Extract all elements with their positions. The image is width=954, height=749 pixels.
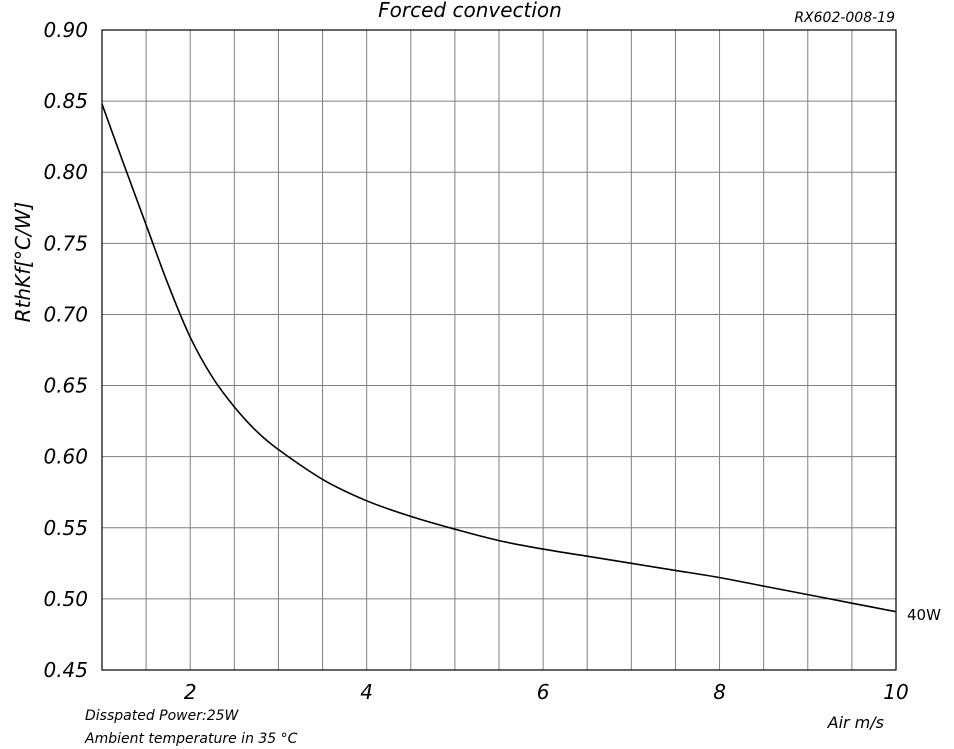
y-tick-label: 0.60 xyxy=(43,445,88,469)
note-dissipated-power: Disspated Power:25W xyxy=(85,708,240,724)
grid-lines xyxy=(102,29,897,671)
y-axis-label: RthKf[°C/W] xyxy=(11,202,35,323)
chart-title: Forced convection xyxy=(378,0,562,22)
y-tick-label: 0.80 xyxy=(43,160,88,184)
x-tick-label: 8 xyxy=(713,680,726,704)
y-tick-labels: 0.45 0.50 0.55 0.60 0.65 0.70 0.75 0.80 0.85 0.90 xyxy=(43,18,88,682)
y-tick-label: 0.90 xyxy=(43,18,88,42)
y-tick-label: 0.65 xyxy=(43,374,88,398)
x-axis-label: Air m/s xyxy=(827,713,884,732)
series-line-40w xyxy=(101,103,897,613)
plot-frame xyxy=(101,29,897,671)
series-label-40w: 40W xyxy=(907,606,941,624)
x-tick-label: 2 xyxy=(184,680,197,704)
y-tick-label: 0.45 xyxy=(43,658,88,682)
x-tick-label: 10 xyxy=(883,680,908,704)
y-tick-label: 0.75 xyxy=(43,231,88,255)
x-tick-label: 6 xyxy=(537,680,550,704)
y-tick-label: 0.85 xyxy=(43,89,88,113)
x-tick-labels: 2 4 6 8 10 xyxy=(184,680,909,704)
note-ambient-temperature: Ambient temperature in 35 °C xyxy=(84,731,298,747)
x-tick-label: 4 xyxy=(360,680,373,704)
y-tick-label: 0.50 xyxy=(43,587,88,611)
y-tick-label: 0.55 xyxy=(43,516,88,540)
y-tick-label: 0.70 xyxy=(43,302,88,326)
chart-code: RX602-008-19 xyxy=(794,10,895,26)
